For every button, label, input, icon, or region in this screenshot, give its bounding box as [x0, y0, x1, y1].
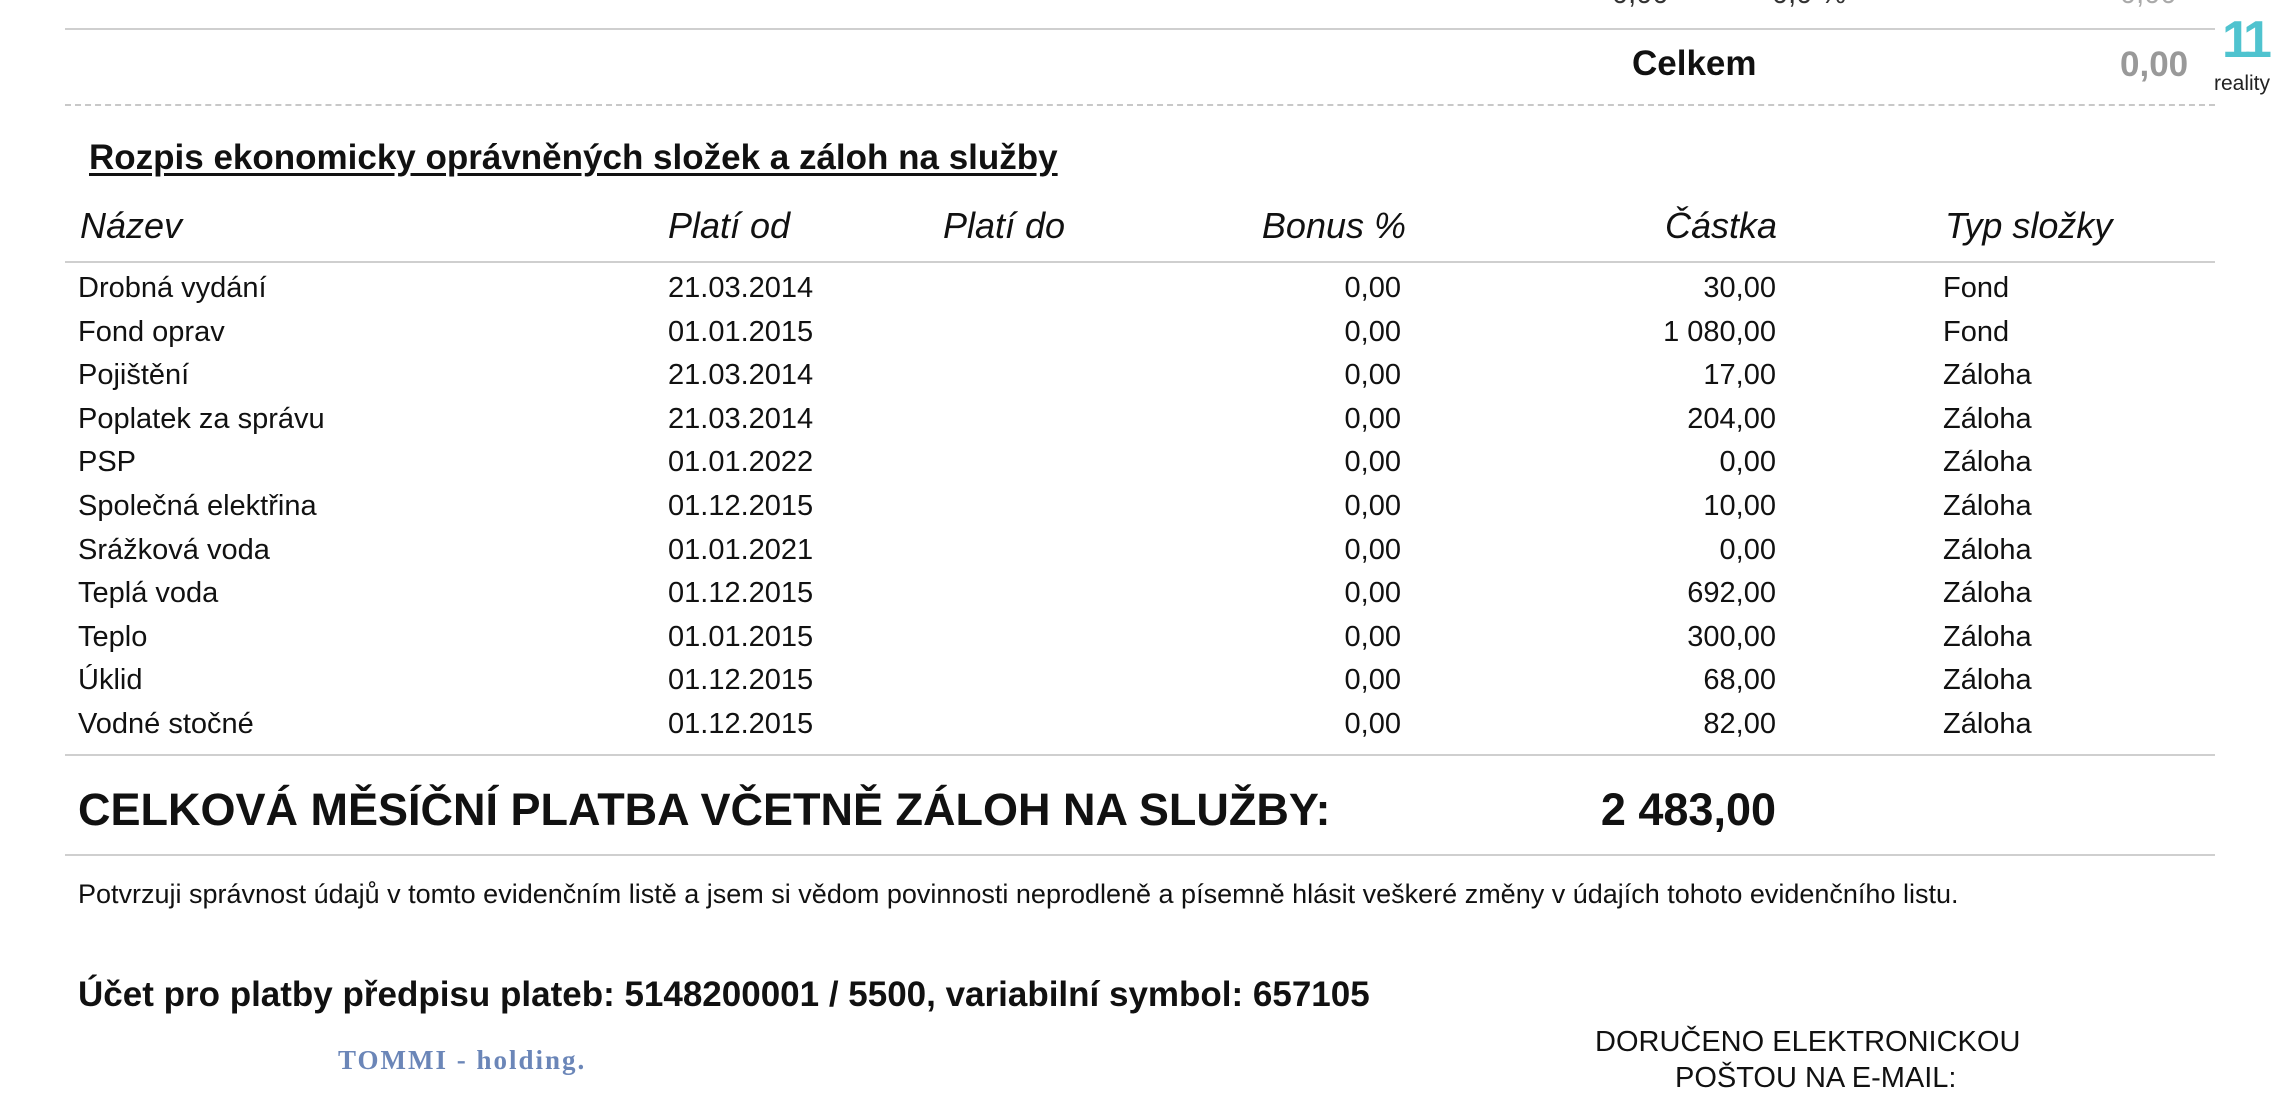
cell-bonus: 0,00 — [1344, 402, 1401, 435]
cell-type: Záloha — [1943, 620, 2032, 653]
cell-amount: 30,00 — [1703, 272, 1776, 304]
cell-name: Fond oprav — [78, 315, 225, 348]
table-row: Drobná vydání 21.03.2014 0,00 30,00 Fond — [0, 272, 2283, 315]
section-title: Rozpis ekonomicky oprávněných složek a z… — [89, 138, 1058, 177]
cell-amount: 1 080,00 — [1663, 315, 1776, 348]
column-header-amount: Částka — [1664, 205, 1777, 246]
cell-amount: 692,00 — [1687, 577, 1776, 610]
cell-name: Úklid — [78, 664, 143, 697]
table-row: Společná elektřina 01.12.2015 0,00 10,00 Zál… — [0, 490, 2283, 533]
cell-from: 01.01.2022 — [668, 446, 814, 479]
column-header-type: Typ složky — [1945, 205, 2113, 246]
cell-name: Poplatek za správu — [78, 402, 325, 435]
cell-from: 01.01.2015 — [668, 315, 814, 348]
company-stamp: TOMMI - holding. — [338, 1045, 587, 1075]
partial-value-2: 0,0 % — [1772, 0, 1846, 11]
table-row: Pojištění 21.03.2014 0,00 17,00 Záloha — [0, 359, 2283, 402]
cell-name: Srážková voda — [78, 533, 270, 566]
cell-amount: 68,00 — [1703, 664, 1776, 697]
logo-mark: 11 — [2222, 11, 2272, 69]
cell-bonus: 0,00 — [1344, 446, 1401, 479]
cell-name: Společná elektřina — [78, 490, 317, 522]
delivery-line-2: POŠTOU NA E-MAIL: — [1675, 1062, 1957, 1094]
cell-type: Záloha — [1943, 708, 2032, 740]
cell-amount: 300,00 — [1687, 620, 1776, 653]
confirmation-text: Potvrzuji správnost údajů v tomto eviden… — [78, 879, 1959, 909]
logo-text: reality — [2214, 72, 2271, 95]
cell-name: Drobná vydání — [78, 272, 267, 304]
total-value: 2 483,00 — [1600, 784, 1776, 835]
cell-from: 01.12.2015 — [668, 664, 814, 697]
cell-bonus: 0,00 — [1344, 664, 1401, 697]
table-row: Poplatek za správu 21.03.2014 0,00 204,00 Zá… — [0, 403, 2283, 446]
table-row: Teplá voda 01.12.2015 0,00 692,00 Záloha — [0, 577, 2283, 620]
cell-from: 21.03.2014 — [668, 359, 814, 392]
partial-value-1: 0,00 — [1612, 0, 1668, 11]
cell-name: PSP — [78, 446, 137, 479]
cell-bonus: 0,00 — [1344, 272, 1401, 304]
summary-value: 0,00 — [2120, 45, 2189, 84]
cell-bonus: 0,00 — [1344, 490, 1401, 522]
cell-type: Záloha — [1943, 533, 2032, 566]
cell-amount: 82,00 — [1703, 708, 1776, 740]
column-header-name: Název — [80, 205, 183, 246]
divider — [65, 28, 2215, 30]
account-info: Účet pro platby předpisu plateb: 5148200… — [78, 975, 1370, 1014]
cell-amount: 0,00 — [1719, 446, 1776, 479]
cell-type: Záloha — [1943, 446, 2032, 479]
cell-from: 21.03.2014 — [668, 272, 814, 304]
cell-from: 01.12.2015 — [668, 708, 814, 740]
cell-amount: 204,00 — [1687, 402, 1776, 435]
cell-from: 01.01.2015 — [668, 620, 814, 653]
table-row: Teplo 01.01.2015 0,00 300,00 Záloha — [0, 621, 2283, 664]
cell-amount: 10,00 — [1703, 490, 1776, 522]
cell-name: Pojištění — [78, 359, 190, 392]
column-header-bonus: Bonus % — [1261, 205, 1406, 246]
cell-bonus: 0,00 — [1344, 359, 1401, 392]
partial-value-3: 0,00 — [2120, 0, 2176, 11]
total-divider — [65, 854, 2215, 856]
table-header-divider — [65, 261, 2215, 263]
cell-type: Záloha — [1943, 402, 2032, 435]
table-row: Úklid 01.12.2015 0,00 68,00 Záloha — [0, 664, 2283, 707]
cell-from: 01.12.2015 — [668, 490, 814, 522]
cell-from: 21.03.2014 — [668, 402, 814, 435]
cell-from: 01.01.2021 — [668, 533, 814, 566]
cell-name: Teplá voda — [78, 577, 219, 610]
cell-name: Vodné stočné — [78, 708, 254, 740]
cell-bonus: 0,00 — [1344, 315, 1401, 348]
cell-bonus: 0,00 — [1344, 533, 1401, 566]
column-header-from: Platí od — [668, 205, 791, 246]
summary-label: Celkem — [1632, 44, 1757, 83]
table-row: PSP 01.01.2022 0,00 0,00 Záloha — [0, 446, 2283, 489]
table-row: Fond oprav 01.01.2015 0,00 1 080,00 Fond — [0, 316, 2283, 359]
cell-amount: 0,00 — [1719, 533, 1776, 566]
cell-type: Záloha — [1943, 359, 2032, 392]
cell-from: 01.12.2015 — [668, 577, 814, 610]
cell-type: Fond — [1943, 272, 2010, 304]
cell-type: Záloha — [1943, 664, 2032, 697]
table-row: Srážková voda 01.01.2021 0,00 0,00 Záloha — [0, 534, 2283, 577]
cell-type: Fond — [1943, 315, 2010, 348]
table-bottom-divider — [65, 754, 2215, 756]
dashed-divider — [65, 104, 2215, 106]
cell-bonus: 0,00 — [1344, 708, 1401, 740]
table-row: Vodné stočné 01.12.2015 0,00 82,00 Záloha — [0, 708, 2283, 751]
cell-amount: 17,00 — [1703, 359, 1776, 392]
cell-type: Záloha — [1943, 490, 2032, 522]
cell-bonus: 0,00 — [1344, 620, 1401, 653]
delivery-line-1: DORUČENO ELEKTRONICKOU — [1595, 1026, 2021, 1058]
column-header-to: Platí do — [943, 205, 1066, 246]
cell-type: Záloha — [1943, 577, 2032, 610]
cell-name: Teplo — [78, 620, 148, 653]
cell-bonus: 0,00 — [1344, 577, 1401, 610]
total-label: CELKOVÁ MĚSÍČNÍ PLATBA VČETNĚ ZÁLOH NA S… — [78, 784, 1331, 835]
